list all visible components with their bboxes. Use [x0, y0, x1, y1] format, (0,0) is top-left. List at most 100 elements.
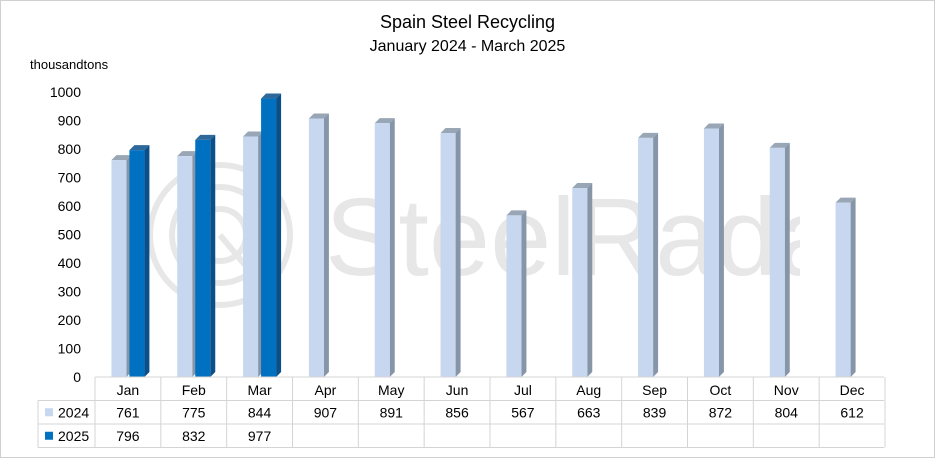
- bar-2024-Nov: [769, 142, 790, 377]
- chart-subtitle: January 2024 - March 2025: [369, 38, 566, 55]
- bar-top: [769, 142, 790, 148]
- legend-key-2025: [45, 431, 53, 440]
- bar-top: [129, 145, 150, 151]
- bar-2024-Dec: [835, 197, 856, 377]
- bar-front: [111, 160, 127, 377]
- bar-front: [177, 156, 193, 377]
- bar-front: [638, 137, 654, 377]
- bar-side: [850, 197, 856, 377]
- bar-top: [374, 118, 395, 124]
- y-tick-label: 300: [58, 284, 82, 300]
- bar-side: [718, 123, 724, 377]
- bar-2024-May: [374, 118, 395, 377]
- y-axis-ticks: 0 100 200 300 400 500 600 700 800 900 1000: [50, 84, 81, 385]
- bar-side: [144, 145, 150, 377]
- bar-side: [389, 118, 395, 377]
- bar-top: [506, 210, 527, 216]
- y-tick-label: 0: [73, 369, 81, 385]
- data-label: 775: [182, 404, 206, 420]
- bar-2024-Sep: [638, 132, 659, 377]
- bar-2024-Oct: [703, 123, 724, 377]
- bar-2025-Feb: [195, 134, 216, 377]
- data-label: 839: [643, 404, 667, 420]
- y-tick-label: 800: [58, 141, 82, 157]
- bar-front: [261, 98, 277, 378]
- bar-top: [703, 123, 724, 129]
- bar-top: [243, 131, 264, 137]
- bar-side: [521, 210, 527, 377]
- category-label: Jun: [446, 382, 469, 398]
- bar-2024-Apr: [308, 113, 329, 377]
- data-label: 891: [380, 404, 404, 420]
- data-table: Jan Feb Mar Apr May Jun Jul Aug Sep Oct Nov Dec 2024…: [37, 376, 886, 448]
- bar-top: [572, 183, 593, 189]
- y-tick-label: 1000: [50, 84, 81, 100]
- data-label: 663: [577, 404, 601, 420]
- category-label: Jul: [514, 382, 532, 398]
- category-label: Sep: [642, 382, 667, 398]
- bar-side: [455, 128, 461, 377]
- data-label: 612: [840, 404, 864, 420]
- bar-top: [195, 134, 216, 140]
- y-axis-unit-label: thousandtons: [30, 57, 109, 72]
- bar-front: [506, 215, 522, 377]
- y-tick-label: 700: [58, 170, 82, 186]
- data-label: 761: [116, 404, 140, 420]
- bar-top: [835, 197, 856, 203]
- bar-front: [374, 123, 390, 377]
- bar-front: [243, 136, 259, 377]
- data-label: 796: [116, 428, 140, 444]
- bar-2024-Jan: [111, 155, 132, 377]
- y-tick-label: 100: [58, 341, 82, 357]
- bar-top: [308, 113, 329, 119]
- category-label: Oct: [710, 382, 732, 398]
- data-label: 567: [511, 404, 535, 420]
- data-label: 804: [775, 404, 799, 420]
- category-label: Dec: [840, 382, 865, 398]
- bar-front: [703, 128, 719, 377]
- bar-2025-Mar: [261, 93, 282, 378]
- data-label: 844: [248, 404, 272, 420]
- y-tick-label: 500: [58, 227, 82, 243]
- data-label: 832: [182, 428, 206, 444]
- y-tick-label: 900: [58, 113, 82, 129]
- legend-label-2025: 2025: [58, 428, 89, 444]
- y-tick-label: 200: [58, 312, 82, 328]
- bar-front: [308, 118, 324, 377]
- bar-front: [835, 202, 851, 377]
- bar-side: [323, 113, 329, 377]
- bar-2024-Jul: [506, 210, 527, 377]
- bar-2025-Jan: [129, 145, 150, 377]
- bar-front: [129, 150, 145, 377]
- bar-layer: [111, 93, 856, 378]
- data-label: 872: [709, 404, 733, 420]
- bar-front: [195, 139, 211, 377]
- legend-key-2024: [45, 408, 53, 417]
- bar-top: [111, 155, 132, 161]
- data-label: 977: [248, 428, 272, 444]
- category-label: May: [378, 382, 404, 398]
- y-tick-label: 600: [58, 198, 82, 214]
- bar-2024-Aug: [572, 183, 593, 377]
- chart-title: Spain Steel Recycling: [379, 12, 556, 32]
- bar-top: [261, 93, 282, 99]
- bar-side: [210, 134, 216, 377]
- bar-side: [276, 93, 282, 378]
- category-label: Jan: [117, 382, 140, 398]
- legend-label-2024: 2024: [58, 404, 89, 420]
- bar-side: [587, 183, 593, 377]
- bar-top: [177, 151, 198, 157]
- category-label: Feb: [182, 382, 206, 398]
- bar-front: [572, 188, 588, 377]
- bar-2024-Feb: [177, 151, 198, 377]
- bar-top: [638, 132, 659, 138]
- data-label: 856: [445, 404, 469, 420]
- bar-2024-Mar: [243, 131, 264, 377]
- y-tick-label: 400: [58, 255, 82, 271]
- bar-front: [440, 133, 456, 377]
- bar-side: [653, 132, 659, 377]
- category-label: Nov: [774, 382, 799, 398]
- bar-side: [784, 142, 790, 377]
- data-label: 907: [314, 404, 338, 420]
